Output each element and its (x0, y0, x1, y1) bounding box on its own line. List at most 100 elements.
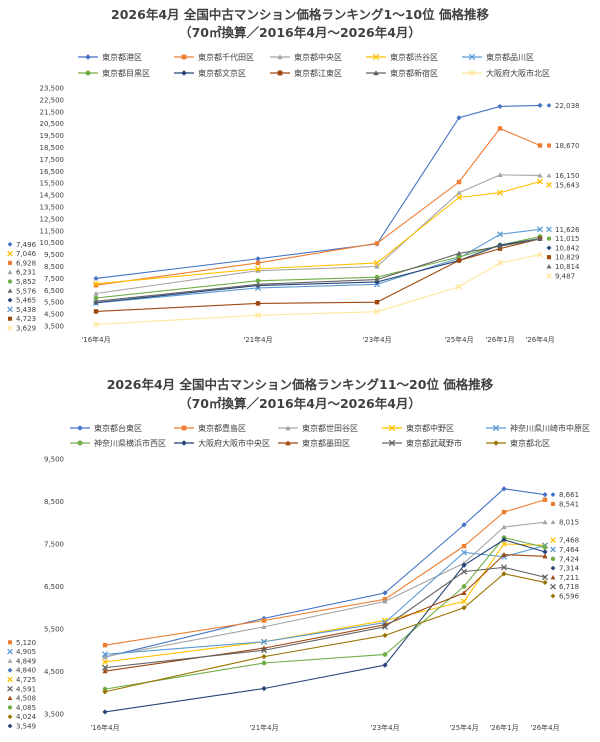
legend-swatch-marker (85, 70, 91, 76)
start-label-marker (7, 648, 13, 655)
start-label-marker (7, 316, 13, 321)
end-label-marker (546, 255, 552, 260)
series (92, 251, 544, 328)
legend-swatch-marker (285, 425, 291, 431)
series (101, 564, 549, 671)
end-label-marker (546, 236, 552, 241)
end-label-text: 7,464 (559, 546, 580, 554)
legend-label: 東京都文京区 (198, 68, 246, 78)
start-label-marker (7, 260, 13, 265)
x-tick-label: '16年4月 (90, 723, 119, 732)
legend-item: 東京都世田谷区 (278, 423, 358, 433)
y-tick-label: 15,500 (40, 180, 65, 188)
data-point (261, 618, 267, 623)
y-tick-label: 8,500 (44, 498, 64, 506)
legend-item: 東京都品川区 (462, 52, 534, 62)
start-value-label: 7,046 (7, 250, 37, 258)
data-point (541, 574, 549, 581)
data-point (260, 638, 268, 645)
data-point (93, 298, 99, 304)
legend-item: 東京都文京区 (174, 68, 246, 78)
legend-label: 東京都墨田区 (302, 438, 350, 448)
start-label-text: 5,465 (16, 297, 36, 305)
start-label-marker (7, 685, 13, 692)
end-label-text: 22,038 (555, 102, 580, 110)
end-label-text: 16,150 (555, 172, 580, 180)
series (93, 126, 543, 288)
data-point (102, 668, 108, 674)
end-label-text: 6,596 (559, 593, 580, 601)
start-value-label: 7,496 (7, 241, 37, 249)
legend-swatch-marker (77, 425, 83, 431)
start-label-text: 7,496 (16, 241, 37, 249)
data-point (255, 268, 261, 273)
legend-label: 東京都千代田区 (198, 52, 254, 62)
y-tick-label: 5,500 (44, 299, 64, 307)
data-point (255, 260, 261, 266)
start-label-text: 5,576 (16, 287, 37, 295)
x-axis: '16年4月 '21年4月 '23年4月 '25年4月 '26年1月 '26年4月 (81, 335, 554, 344)
legend-item: 神奈川県横浜市西区 (70, 438, 166, 448)
end-label-text: 8,015 (559, 519, 579, 527)
legend-label: 東京都北区 (510, 438, 550, 448)
data-point (542, 579, 548, 586)
legend-label: 東京都武蔵野市 (406, 438, 462, 448)
chart-subtitle: （70㎡換算／2016年4月～2026年4月） (179, 396, 421, 411)
end-label-marker (546, 264, 552, 269)
end-label-marker (546, 143, 552, 148)
data-point (501, 524, 507, 530)
data-point (374, 276, 380, 282)
series-line (95, 236, 541, 299)
end-label-text: 11,015 (555, 235, 580, 243)
data-point (102, 642, 108, 648)
start-label-text: 4,725 (16, 676, 36, 684)
data-point (500, 540, 508, 548)
series (101, 542, 549, 658)
data-point (461, 522, 467, 528)
chart-title: 2026年4月 全国中古マンション価格ランキング1～10位 価格推移 (111, 7, 489, 22)
end-label-text: 15,643 (555, 181, 580, 189)
series (93, 236, 543, 304)
x-tick-label: '23年4月 (362, 335, 391, 344)
data-point (536, 251, 544, 258)
end-label-text: 18,670 (555, 142, 580, 150)
data-point (261, 660, 267, 666)
start-value-label: 4,725 (7, 676, 36, 684)
legend-swatch-marker (181, 70, 187, 76)
end-label-text: 9,487 (555, 272, 575, 280)
x-tick-label: '26年4月 (530, 723, 559, 732)
series-line (104, 554, 546, 672)
data-point (261, 685, 267, 692)
data-point (374, 299, 380, 305)
legend-label: 東京都新宿区 (390, 68, 438, 78)
end-label-marker (546, 226, 552, 233)
legend-swatch-marker (468, 69, 476, 77)
series-line (104, 573, 546, 693)
series-line (104, 521, 546, 658)
data-point (501, 486, 507, 492)
legend-item: 東京都目黒区 (78, 68, 150, 78)
legend-swatch-marker (85, 54, 91, 60)
series-line (95, 238, 541, 304)
end-value-label: 7,211 (550, 574, 579, 582)
end-label-marker (546, 181, 552, 188)
start-label-text: 6,928 (16, 259, 36, 267)
legend-swatch-marker (285, 440, 291, 446)
data-point (93, 282, 99, 288)
legend-swatch-marker (493, 440, 499, 446)
chart-title: 2026年4月 全国中古マンション価格ランキング11～20位 価格推移 (107, 377, 494, 392)
data-point (501, 571, 507, 577)
end-labels: 22,03818,67016,15015,64311,62611,01510,8… (546, 102, 580, 280)
legend-item: 大阪府大阪市中央区 (174, 438, 270, 448)
end-value-label: 7,468 (550, 537, 579, 545)
data-point (501, 509, 507, 515)
y-tick-label: 14,500 (40, 192, 65, 200)
data-point (102, 709, 108, 715)
legend-item: 東京都江東区 (270, 68, 342, 78)
y-tick-label: 9,500 (44, 456, 64, 464)
start-label-marker (7, 705, 13, 710)
end-label-marker (550, 583, 556, 590)
data-point (373, 308, 381, 315)
y-tick-label: 11,500 (40, 227, 65, 235)
